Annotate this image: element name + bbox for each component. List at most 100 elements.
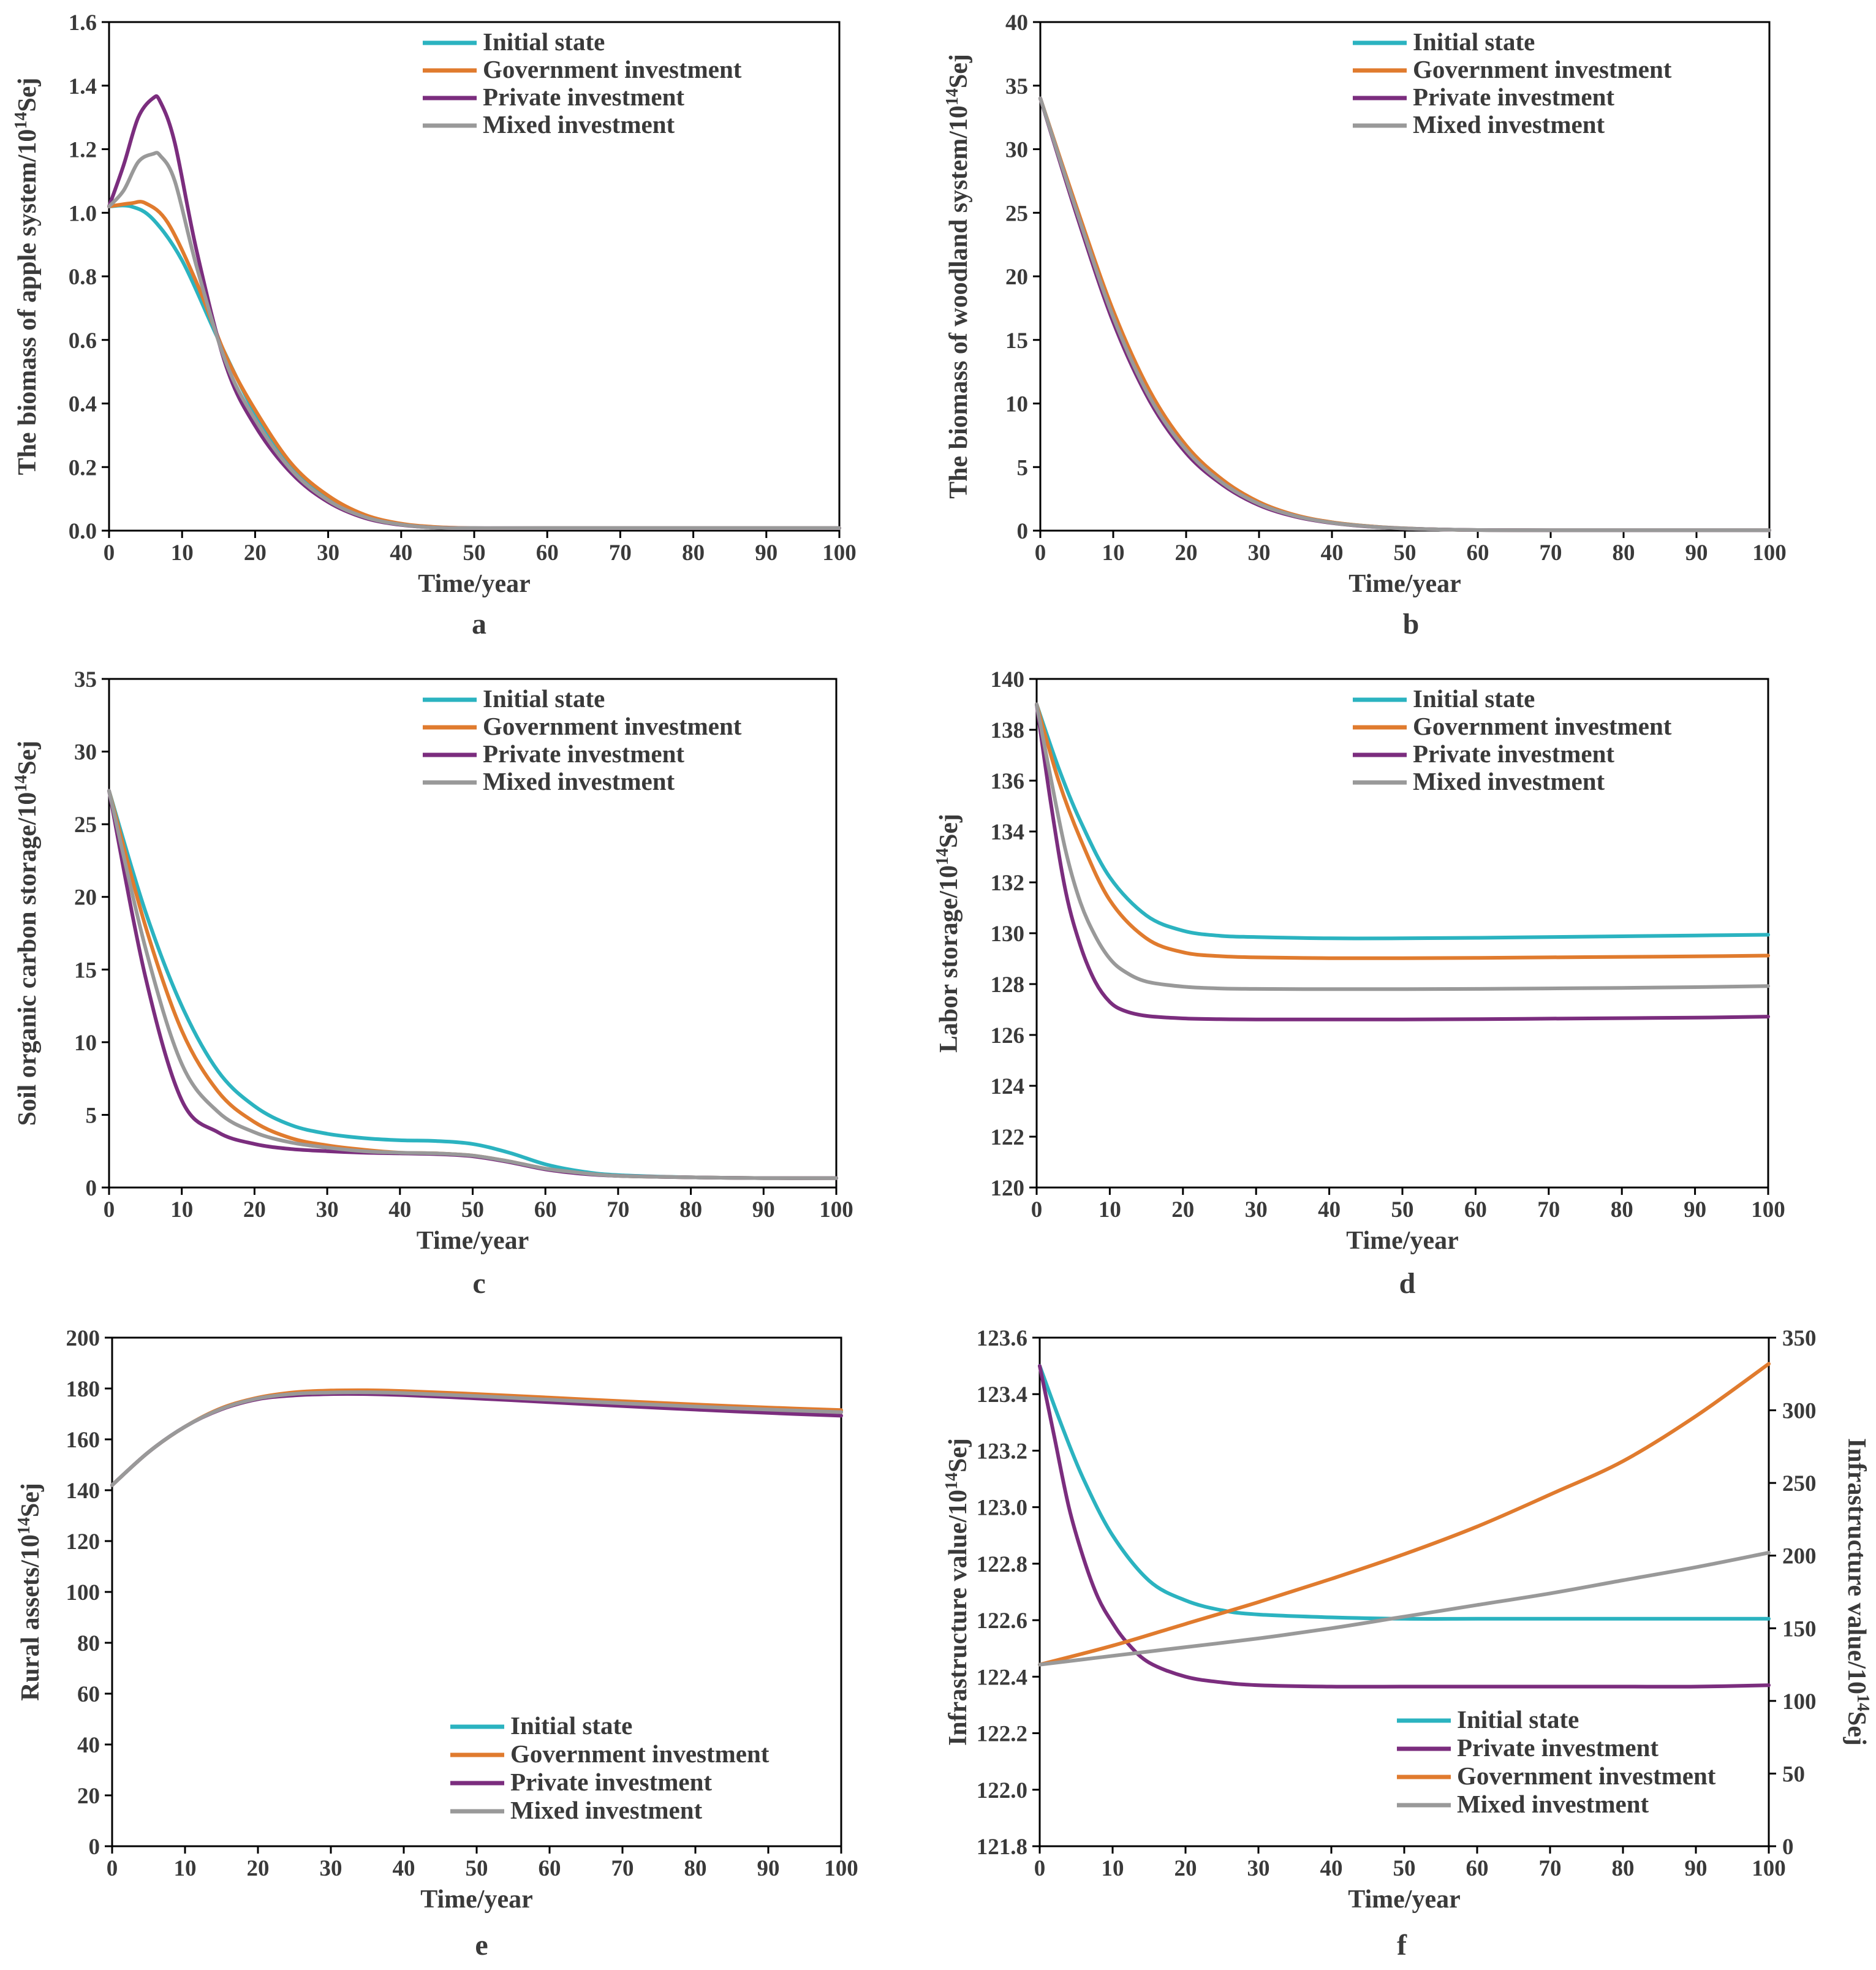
chart-f: 0 10 20 30 40 50 60 70 80 90 100 121.8 122.0 122.2 122…	[942, 1326, 1873, 1961]
legend-label: Initial state	[483, 684, 605, 713]
y2-tick-label: 200	[1782, 1544, 1817, 1569]
x-tick-label: 100	[1752, 1856, 1786, 1881]
y-tick-label: 123.0	[977, 1496, 1027, 1521]
legend-label: Government investment	[510, 1740, 770, 1768]
series-line-government	[107, 789, 838, 1180]
y-tick-label: 132	[991, 871, 1025, 896]
series-line-government	[110, 1388, 843, 1487]
x-tick-label: 70	[611, 1856, 634, 1881]
x-tick-label: 10	[1102, 540, 1125, 566]
x-tick-label: 100	[1752, 540, 1787, 566]
y-tick-label: 180	[66, 1377, 100, 1402]
x-tick-label: 10	[1099, 1197, 1121, 1222]
y-tick-label: 60	[77, 1682, 100, 1707]
series-line-private	[1038, 96, 1771, 532]
y-tick-label: 120	[991, 1176, 1025, 1201]
legend-label: Mixed investment	[510, 1796, 702, 1824]
y2-tick-label: 350	[1782, 1326, 1817, 1351]
legend-label: Mixed investment	[1413, 767, 1605, 795]
y-tick-label: 123.2	[977, 1439, 1027, 1464]
x-tick-label: 50	[463, 540, 486, 566]
series-line-mixed	[1038, 1551, 1771, 1667]
y-axis-label: The biomass of woodland system/1014Sej	[943, 54, 974, 499]
x-axis-label: Time/year	[420, 1885, 533, 1914]
x-tick-label: 20	[244, 540, 267, 566]
x-tick-label: 50	[1393, 1856, 1416, 1881]
y-tick-label: 140	[991, 667, 1025, 692]
y-tick-label: 0.8	[69, 265, 97, 290]
series-line-government	[1038, 96, 1771, 532]
x-tick-label: 0	[1034, 1856, 1046, 1881]
y-tick-label: 20	[74, 885, 97, 911]
y2-tick-label: 250	[1782, 1471, 1817, 1496]
series-line-private	[107, 789, 838, 1180]
y-tick-label: 0	[89, 1835, 100, 1860]
legend-label: Private investment	[1413, 740, 1614, 768]
x-tick-label: 80	[679, 1197, 702, 1222]
x-tick-label: 0	[1035, 540, 1046, 566]
x-tick-label: 90	[1685, 540, 1708, 566]
y2-tick-label: 0	[1782, 1835, 1794, 1860]
y-tick-label: 0	[86, 1176, 97, 1201]
x-tick-label: 40	[1320, 1856, 1343, 1881]
y-tick-label: 122.2	[977, 1722, 1027, 1747]
x-tick-label: 20	[1174, 1856, 1197, 1881]
x-tick-label: 50	[466, 1856, 488, 1881]
y-tick-label: 120	[66, 1529, 100, 1555]
y-tick-label: 20	[1005, 265, 1028, 290]
y-axis-label: Rural assets/1014Sej	[15, 1483, 45, 1701]
x-tick-label: 100	[822, 540, 857, 566]
legend-label: Private investment	[483, 83, 684, 111]
legend-label: Government investment	[1457, 1762, 1716, 1790]
chart-c: 0 10 20 30 40 50 60 70 80 90 100 0 5 10 15 20 25 30 35 Init…	[12, 667, 853, 1300]
x-tick-label: 30	[317, 540, 339, 566]
series-line-initial	[107, 789, 838, 1180]
legend-label: Private investment	[510, 1768, 712, 1796]
y-tick-label: 0.4	[69, 392, 97, 417]
series-line-mixed	[1035, 702, 1770, 991]
legend-label: Private investment	[1413, 83, 1614, 111]
x-tick-label: 70	[609, 540, 632, 566]
panel-label: b	[1403, 608, 1420, 640]
x-tick-label: 20	[1175, 540, 1198, 566]
x-tick-label: 40	[1321, 540, 1344, 566]
y-axis-label: Soil organic carbon storage/1014Sej	[12, 741, 42, 1126]
y2-tick-label: 50	[1782, 1762, 1805, 1787]
x-tick-label: 20	[243, 1197, 266, 1222]
y-tick-label: 30	[74, 740, 97, 765]
x-tick-label: 60	[1467, 540, 1489, 566]
x-tick-label: 100	[1751, 1197, 1785, 1222]
series-line-mixed	[107, 789, 838, 1180]
series-line-initial	[1038, 96, 1771, 532]
x-tick-label: 70	[607, 1197, 629, 1222]
chart-b: 0 10 20 30 40 50 60 70 80 90 100 0 5 10 15 20 25 30 35 40 In…	[943, 10, 1787, 640]
series-line-private	[107, 94, 841, 530]
y-tick-label: 40	[1005, 10, 1028, 36]
panel-label: e	[475, 1929, 488, 1961]
y-tick-label: 122.8	[977, 1552, 1027, 1577]
x-tick-label: 80	[1611, 1197, 1633, 1222]
x-tick-label: 0	[104, 1197, 115, 1222]
x-tick-label: 20	[247, 1856, 270, 1881]
y-tick-label: 128	[991, 972, 1025, 998]
x-tick-label: 30	[320, 1856, 342, 1881]
y-tick-label: 0	[1017, 519, 1029, 544]
panel-label: d	[1399, 1267, 1416, 1300]
x-tick-label: 10	[170, 1197, 193, 1222]
x-tick-label: 90	[757, 1856, 780, 1881]
x-tick-label: 50	[1391, 1197, 1414, 1222]
y-tick-label: 1.2	[69, 138, 97, 163]
series-line-government	[107, 200, 841, 530]
x-axis-label: Time/year	[1346, 1227, 1459, 1255]
y-tick-label: 10	[1005, 392, 1028, 417]
panel-label: f	[1397, 1929, 1407, 1961]
y-tick-label: 122.0	[977, 1778, 1027, 1803]
legend-label: Government investment	[1413, 712, 1672, 740]
x-tick-label: 30	[1247, 1856, 1270, 1881]
series-line-initial	[1035, 702, 1770, 941]
y-tick-label: 160	[66, 1428, 100, 1453]
chart-a: 0 10 20 30 40 50 60 70 80 90 100 0.0 0.2 0.4 0.6 0.8 1.0…	[12, 10, 857, 640]
